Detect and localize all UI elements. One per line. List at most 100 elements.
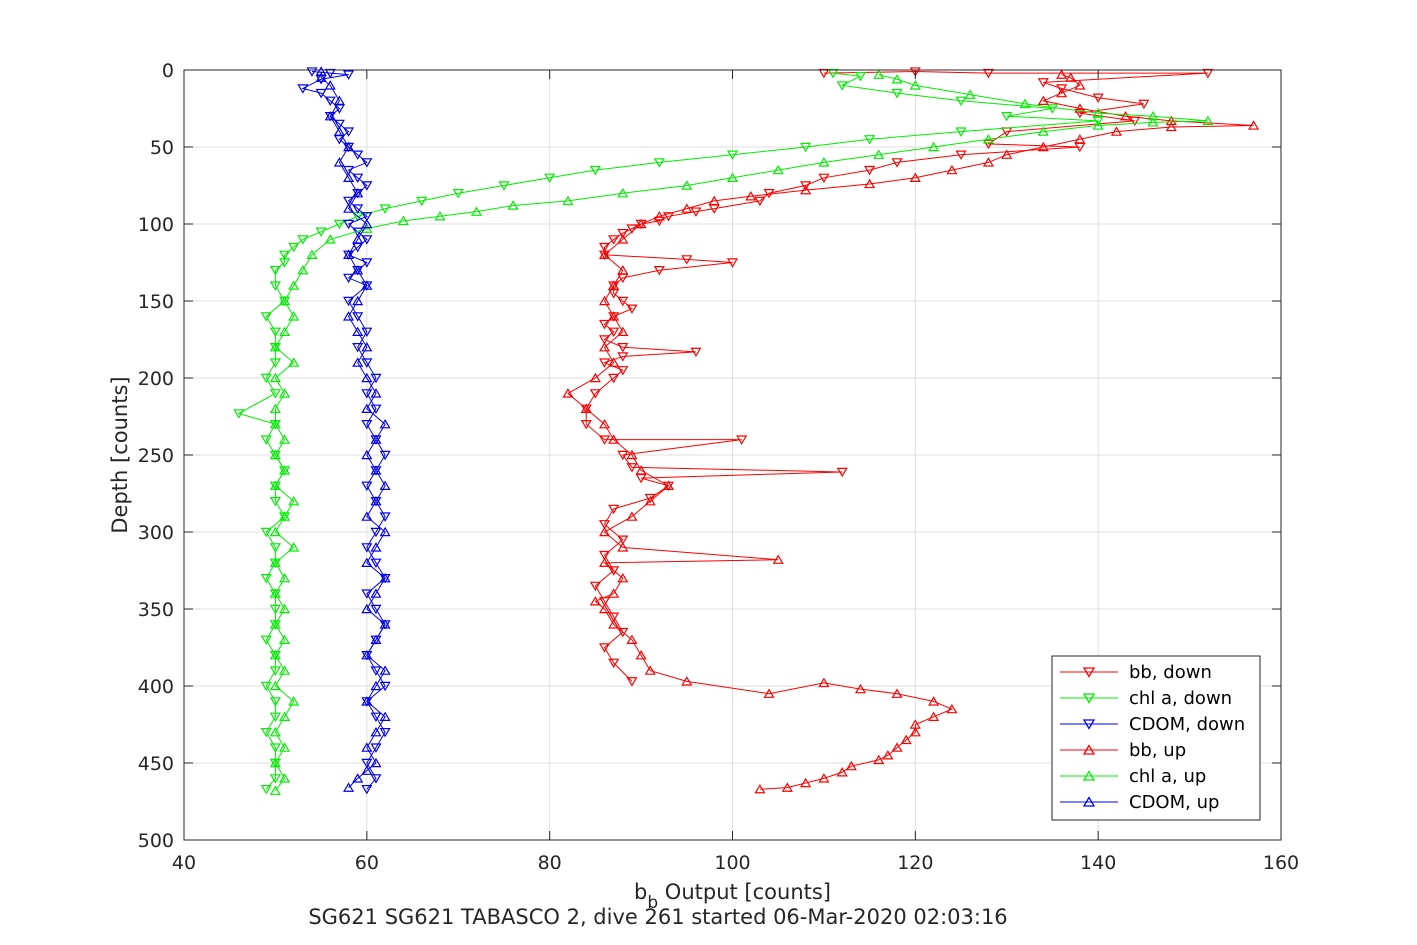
data-point bbox=[260, 527, 272, 538]
data-point bbox=[598, 358, 611, 368]
x-tick-label: 160 bbox=[1263, 852, 1299, 874]
data-point bbox=[379, 681, 391, 692]
data-point bbox=[617, 627, 629, 638]
data-point bbox=[1074, 108, 1086, 119]
data-point bbox=[827, 68, 839, 79]
data-point bbox=[617, 572, 629, 583]
data-point bbox=[681, 203, 693, 213]
data-point bbox=[361, 158, 373, 168]
legend-item: bb, down bbox=[1060, 662, 1212, 683]
data-point bbox=[306, 249, 318, 259]
data-point bbox=[434, 211, 446, 221]
data-point bbox=[269, 403, 281, 413]
data-point bbox=[379, 204, 391, 214]
data-point bbox=[1110, 126, 1122, 136]
data-point bbox=[379, 450, 391, 461]
y-tick-label: 450 bbox=[138, 753, 174, 775]
data-point bbox=[644, 495, 656, 506]
y-tick-label: 300 bbox=[138, 522, 174, 544]
data-point bbox=[617, 542, 629, 552]
data-point bbox=[370, 604, 382, 615]
data-point bbox=[882, 750, 894, 760]
data-point bbox=[361, 758, 373, 769]
data-point bbox=[608, 566, 620, 576]
legend-label: bb, up bbox=[1129, 740, 1186, 761]
data-point bbox=[845, 760, 857, 771]
data-point bbox=[1092, 93, 1104, 103]
legend-box bbox=[1051, 655, 1261, 821]
data-point bbox=[909, 67, 921, 77]
y-tick-label: 150 bbox=[138, 291, 174, 313]
data-point bbox=[361, 327, 373, 338]
data-point bbox=[288, 542, 300, 552]
data-point bbox=[836, 81, 848, 91]
data-point bbox=[361, 212, 373, 222]
data-point bbox=[379, 665, 391, 675]
data-point bbox=[361, 589, 373, 599]
data-point bbox=[955, 150, 967, 160]
data-point bbox=[690, 347, 702, 358]
data-point bbox=[269, 449, 281, 460]
data-point bbox=[1019, 98, 1031, 109]
x-tick-label: 120 bbox=[897, 852, 933, 874]
data-point bbox=[361, 181, 373, 191]
data-point bbox=[982, 68, 995, 79]
data-point bbox=[1001, 112, 1013, 122]
data-point bbox=[352, 343, 364, 353]
legend-item: bb, up bbox=[1060, 740, 1186, 761]
data-point bbox=[260, 435, 272, 445]
data-point bbox=[470, 206, 483, 216]
data-point bbox=[343, 273, 355, 284]
data-point bbox=[288, 280, 300, 290]
data-point bbox=[544, 173, 556, 184]
data-point bbox=[873, 754, 885, 765]
y-axis-ticks: 0 50 100 150 200 250 300 350 400 450 500 bbox=[138, 60, 1281, 852]
data-point bbox=[681, 180, 693, 190]
data-point bbox=[598, 643, 611, 653]
data-point bbox=[269, 619, 281, 629]
data-point bbox=[617, 366, 629, 376]
data-point bbox=[763, 189, 775, 199]
data-point bbox=[726, 172, 739, 182]
data-point bbox=[324, 234, 336, 244]
data-point bbox=[928, 141, 940, 152]
data-point bbox=[352, 264, 364, 275]
data-point bbox=[608, 619, 620, 629]
data-point bbox=[653, 266, 665, 276]
data-point bbox=[562, 388, 574, 398]
data-point bbox=[946, 703, 958, 714]
data-point bbox=[324, 68, 336, 79]
data-point bbox=[269, 774, 281, 784]
data-point bbox=[726, 150, 739, 160]
data-point bbox=[982, 157, 995, 167]
data-point bbox=[964, 89, 976, 99]
data-point bbox=[361, 511, 373, 521]
data-point bbox=[260, 784, 272, 795]
x-axis-label: bb Output [counts] bbox=[634, 880, 831, 913]
data-point bbox=[324, 110, 336, 121]
series-5 bbox=[315, 66, 391, 792]
data-point bbox=[361, 389, 373, 399]
data-point bbox=[818, 157, 830, 167]
data-point bbox=[598, 341, 611, 352]
data-point bbox=[315, 66, 327, 76]
data-point bbox=[891, 742, 903, 752]
data-point bbox=[343, 172, 355, 182]
legend-label: chl a, up bbox=[1129, 766, 1206, 787]
data-point bbox=[306, 67, 318, 77]
legend-marker bbox=[1082, 693, 1096, 704]
data-point bbox=[343, 296, 355, 307]
data-point bbox=[589, 581, 601, 592]
data-point bbox=[370, 774, 382, 784]
data-point bbox=[269, 785, 281, 795]
data-point bbox=[891, 158, 903, 168]
data-point bbox=[955, 96, 967, 107]
data-point bbox=[379, 572, 391, 583]
data-point bbox=[370, 373, 382, 384]
data-point bbox=[818, 773, 830, 783]
data-point bbox=[370, 434, 382, 444]
data-point bbox=[333, 95, 345, 105]
data-point bbox=[279, 258, 291, 268]
data-point bbox=[1248, 120, 1260, 130]
data-point bbox=[379, 619, 391, 629]
